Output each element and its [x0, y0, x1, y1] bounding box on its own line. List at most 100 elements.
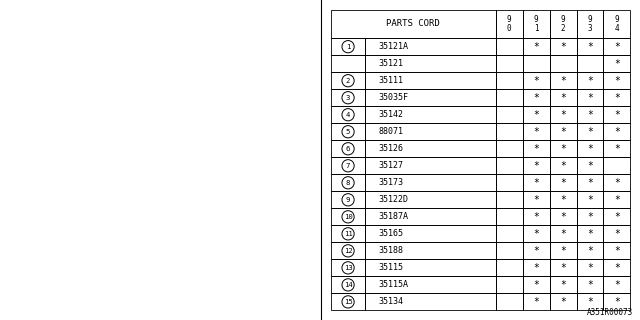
Bar: [331, 225, 365, 242]
Bar: [550, 174, 577, 191]
Bar: [365, 276, 495, 293]
Bar: [604, 140, 630, 157]
Bar: [523, 72, 550, 89]
Bar: [523, 38, 550, 55]
Bar: [365, 38, 495, 55]
Text: *: *: [533, 110, 539, 120]
Text: *: *: [587, 93, 593, 103]
Text: *: *: [533, 297, 539, 307]
Bar: [331, 157, 365, 174]
Bar: [577, 191, 604, 208]
Bar: [550, 89, 577, 106]
Bar: [331, 72, 365, 89]
Bar: [495, 259, 523, 276]
Text: *: *: [533, 144, 539, 154]
Bar: [495, 55, 523, 72]
Text: *: *: [587, 263, 593, 273]
Bar: [365, 55, 495, 72]
Text: *: *: [587, 246, 593, 256]
Text: *: *: [587, 297, 593, 307]
Bar: [331, 89, 365, 106]
Text: 88071: 88071: [378, 127, 403, 136]
Text: 11: 11: [344, 231, 353, 237]
Bar: [577, 38, 604, 55]
Text: *: *: [533, 93, 539, 103]
Text: *: *: [560, 93, 566, 103]
Text: *: *: [614, 59, 620, 69]
Bar: [604, 106, 630, 123]
Text: 9
3: 9 3: [588, 15, 592, 33]
Text: 10: 10: [344, 214, 353, 220]
Bar: [523, 225, 550, 242]
Text: *: *: [614, 42, 620, 52]
Bar: [523, 276, 550, 293]
Text: 35126: 35126: [378, 144, 403, 153]
Bar: [495, 276, 523, 293]
Text: 9: 9: [346, 197, 350, 203]
Text: *: *: [614, 195, 620, 205]
Bar: [577, 123, 604, 140]
Text: *: *: [533, 246, 539, 256]
Text: A351R00073: A351R00073: [588, 308, 634, 317]
Bar: [331, 276, 365, 293]
Bar: [604, 123, 630, 140]
Bar: [577, 55, 604, 72]
Text: 9
1: 9 1: [534, 15, 538, 33]
Bar: [577, 106, 604, 123]
Text: *: *: [587, 195, 593, 205]
Bar: [365, 191, 495, 208]
Bar: [604, 174, 630, 191]
Text: 35173: 35173: [378, 178, 403, 187]
Bar: [604, 191, 630, 208]
Text: *: *: [560, 297, 566, 307]
Text: 35115A: 35115A: [378, 280, 408, 289]
Bar: [495, 225, 523, 242]
Text: *: *: [560, 195, 566, 205]
Bar: [604, 10, 630, 38]
Bar: [550, 140, 577, 157]
Bar: [495, 38, 523, 55]
Bar: [495, 72, 523, 89]
Bar: [604, 55, 630, 72]
Text: 35187A: 35187A: [378, 212, 408, 221]
Text: *: *: [614, 280, 620, 290]
Text: *: *: [533, 42, 539, 52]
Bar: [604, 259, 630, 276]
Bar: [495, 106, 523, 123]
Bar: [523, 55, 550, 72]
Text: *: *: [587, 110, 593, 120]
Bar: [550, 191, 577, 208]
Text: *: *: [560, 178, 566, 188]
Text: 4: 4: [346, 112, 350, 118]
Bar: [577, 208, 604, 225]
Text: 9
2: 9 2: [561, 15, 565, 33]
Bar: [550, 55, 577, 72]
Text: 35115: 35115: [378, 263, 403, 272]
Bar: [365, 225, 495, 242]
Bar: [365, 293, 495, 310]
Text: *: *: [560, 110, 566, 120]
Text: *: *: [560, 42, 566, 52]
Text: *: *: [614, 178, 620, 188]
Bar: [550, 157, 577, 174]
Bar: [523, 191, 550, 208]
Bar: [604, 225, 630, 242]
Bar: [550, 208, 577, 225]
Text: *: *: [614, 144, 620, 154]
Bar: [365, 208, 495, 225]
Text: 35121A: 35121A: [378, 42, 408, 51]
Text: *: *: [587, 178, 593, 188]
Text: 9
0: 9 0: [507, 15, 511, 33]
Text: *: *: [614, 297, 620, 307]
Bar: [365, 106, 495, 123]
Text: 5: 5: [346, 129, 350, 135]
Bar: [550, 259, 577, 276]
Text: 6: 6: [346, 146, 350, 152]
Text: 35165: 35165: [378, 229, 403, 238]
Bar: [495, 293, 523, 310]
Bar: [495, 174, 523, 191]
Bar: [523, 157, 550, 174]
Text: *: *: [560, 161, 566, 171]
Bar: [550, 106, 577, 123]
Text: 1: 1: [346, 44, 350, 50]
